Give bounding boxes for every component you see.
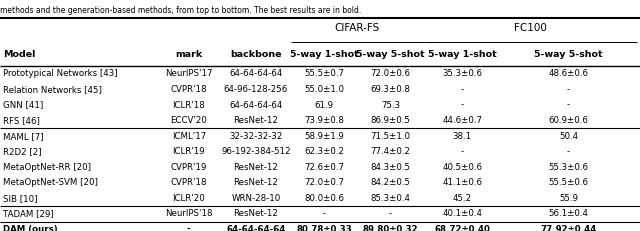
- Text: 55.5±0.7: 55.5±0.7: [304, 70, 344, 79]
- Text: ResNet-12: ResNet-12: [234, 116, 278, 125]
- Text: 32-32-32-32: 32-32-32-32: [229, 132, 283, 141]
- Text: -: -: [567, 100, 570, 109]
- Text: ICLR'20: ICLR'20: [172, 194, 205, 203]
- Text: 64-96-128-256: 64-96-128-256: [224, 85, 288, 94]
- Text: 55.5±0.6: 55.5±0.6: [548, 178, 589, 187]
- Text: WRN-28-10: WRN-28-10: [232, 194, 280, 203]
- Text: GNN [41]: GNN [41]: [3, 100, 44, 109]
- Text: 85.3±0.4: 85.3±0.4: [371, 194, 410, 203]
- Text: 48.6±0.6: 48.6±0.6: [548, 70, 589, 79]
- Text: 62.3±0.2: 62.3±0.2: [304, 147, 344, 156]
- Text: ICLR'18: ICLR'18: [172, 100, 205, 109]
- Text: NeurIPS'18: NeurIPS'18: [165, 210, 212, 219]
- Text: 68.72±0.40: 68.72±0.40: [434, 225, 490, 231]
- Text: -: -: [461, 85, 463, 94]
- Text: 64-64-64-64: 64-64-64-64: [229, 70, 283, 79]
- Text: 55.3±0.6: 55.3±0.6: [548, 163, 589, 172]
- Text: 72.6±0.7: 72.6±0.7: [304, 163, 344, 172]
- Text: -: -: [461, 100, 463, 109]
- Text: 56.1±0.4: 56.1±0.4: [548, 210, 589, 219]
- Text: 84.3±0.5: 84.3±0.5: [371, 163, 410, 172]
- Text: 40.5±0.6: 40.5±0.6: [442, 163, 482, 172]
- Text: 96-192-384-512: 96-192-384-512: [221, 147, 291, 156]
- Text: 58.9±1.9: 58.9±1.9: [304, 132, 344, 141]
- Text: 5-way 1-shot: 5-way 1-shot: [428, 50, 497, 59]
- Text: ResNet-12: ResNet-12: [234, 210, 278, 219]
- Text: mark: mark: [175, 50, 202, 59]
- Text: methods and the generation-based methods, from top to bottom. The best results a: methods and the generation-based methods…: [0, 6, 361, 15]
- Text: ECCV'20: ECCV'20: [170, 116, 207, 125]
- Text: ICML'17: ICML'17: [172, 132, 206, 141]
- Text: Model: Model: [3, 50, 36, 59]
- Text: 64-64-64-64: 64-64-64-64: [229, 100, 283, 109]
- Text: CVPR'18: CVPR'18: [170, 85, 207, 94]
- Text: -: -: [567, 147, 570, 156]
- Text: 45.2: 45.2: [452, 194, 472, 203]
- Text: -: -: [323, 210, 326, 219]
- Text: 84.2±0.5: 84.2±0.5: [371, 178, 410, 187]
- Text: 50.4: 50.4: [559, 132, 578, 141]
- Text: 72.0±0.7: 72.0±0.7: [304, 178, 344, 187]
- Text: FC100: FC100: [514, 23, 547, 33]
- Text: CVPR'19: CVPR'19: [171, 163, 207, 172]
- Text: -: -: [567, 85, 570, 94]
- Text: 55.0±1.0: 55.0±1.0: [304, 85, 344, 94]
- Text: 41.1±0.6: 41.1±0.6: [442, 178, 482, 187]
- Text: 69.3±0.8: 69.3±0.8: [371, 85, 410, 94]
- Text: 60.9±0.6: 60.9±0.6: [548, 116, 589, 125]
- Text: CIFAR-FS: CIFAR-FS: [335, 23, 380, 33]
- Text: 80.78±0.33: 80.78±0.33: [296, 225, 352, 231]
- Text: CVPR'18: CVPR'18: [170, 178, 207, 187]
- Text: 38.1: 38.1: [452, 132, 472, 141]
- Text: 89.80±0.32: 89.80±0.32: [363, 225, 418, 231]
- Text: backbone: backbone: [230, 50, 282, 59]
- Text: ICLR'19: ICLR'19: [173, 147, 205, 156]
- Text: TADAM [29]: TADAM [29]: [3, 210, 54, 219]
- Text: MetaOptNet-SVM [20]: MetaOptNet-SVM [20]: [3, 178, 98, 187]
- Text: SIB [10]: SIB [10]: [3, 194, 38, 203]
- Text: 77.4±0.2: 77.4±0.2: [371, 147, 410, 156]
- Text: Prototypical Networks [43]: Prototypical Networks [43]: [3, 70, 118, 79]
- Text: -: -: [389, 210, 392, 219]
- Text: 77.92±0.44: 77.92±0.44: [541, 225, 596, 231]
- Text: -: -: [461, 147, 463, 156]
- Text: ResNet-12: ResNet-12: [234, 163, 278, 172]
- Text: 35.3±0.6: 35.3±0.6: [442, 70, 482, 79]
- Text: 73.9±0.8: 73.9±0.8: [304, 116, 344, 125]
- Text: 55.9: 55.9: [559, 194, 578, 203]
- Text: 5-way 5-shot: 5-way 5-shot: [534, 50, 603, 59]
- Text: NeurIPS'17: NeurIPS'17: [165, 70, 212, 79]
- Text: 5-way 5-shot: 5-way 5-shot: [356, 50, 425, 59]
- Text: 75.3: 75.3: [381, 100, 400, 109]
- Text: ResNet-12: ResNet-12: [234, 178, 278, 187]
- Text: 80.0±0.6: 80.0±0.6: [304, 194, 344, 203]
- Text: DAM (ours): DAM (ours): [3, 225, 58, 231]
- Text: 64-64-64-64: 64-64-64-64: [227, 225, 285, 231]
- Text: RFS [46]: RFS [46]: [3, 116, 40, 125]
- Text: 86.9±0.5: 86.9±0.5: [371, 116, 410, 125]
- Text: 61.9: 61.9: [315, 100, 333, 109]
- Text: R2D2 [2]: R2D2 [2]: [3, 147, 42, 156]
- Text: 44.6±0.7: 44.6±0.7: [442, 116, 482, 125]
- Text: MetaOptNet-RR [20]: MetaOptNet-RR [20]: [3, 163, 92, 172]
- Text: -: -: [187, 225, 191, 231]
- Text: 40.1±0.4: 40.1±0.4: [442, 210, 482, 219]
- Text: 5-way 1-shot: 5-way 1-shot: [290, 50, 358, 59]
- Text: MAML [7]: MAML [7]: [3, 132, 44, 141]
- Text: 72.0±0.6: 72.0±0.6: [371, 70, 410, 79]
- Text: Relation Networks [45]: Relation Networks [45]: [3, 85, 102, 94]
- Text: 71.5±1.0: 71.5±1.0: [371, 132, 410, 141]
